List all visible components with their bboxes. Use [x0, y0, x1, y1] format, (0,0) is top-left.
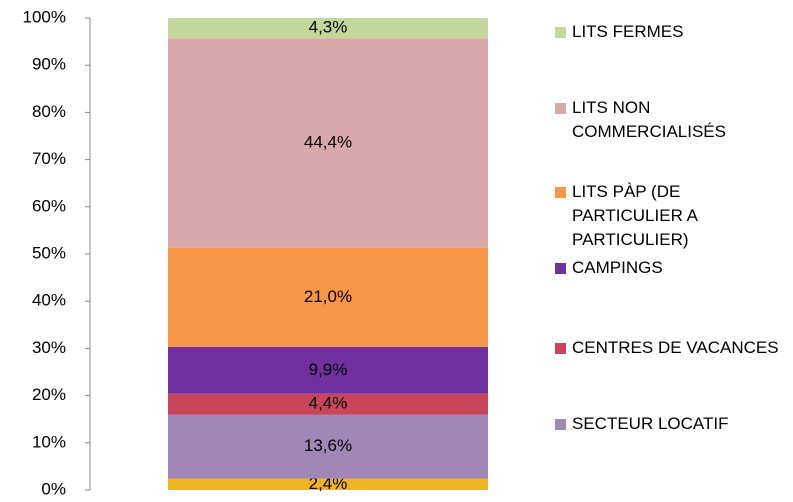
y-tick-label: 80% [32, 102, 66, 121]
bar-segment [168, 38, 488, 248]
legend-swatch [555, 27, 566, 38]
y-tick-label: 20% [32, 385, 66, 404]
legend-label: LITS FERMES [572, 22, 684, 41]
y-tick-label: 0% [41, 479, 66, 498]
bar-segment [168, 18, 488, 39]
bar-segment [168, 478, 488, 490]
y-tick-label: 100% [23, 7, 66, 26]
value-label: 4,4% [309, 394, 348, 413]
y-tick-label: 50% [32, 243, 66, 262]
value-label: 13,6% [304, 436, 352, 455]
legend-swatch [555, 103, 566, 114]
y-tick-label: 40% [32, 291, 66, 310]
legend-swatch [555, 187, 566, 198]
legend-swatch [555, 343, 566, 354]
legend-label: LITS NON COMMERCIALISÉS [572, 98, 726, 141]
y-tick-label: 70% [32, 149, 66, 168]
bar-segment [168, 247, 488, 347]
value-label: 44,4% [304, 133, 352, 152]
value-label: 21,0% [304, 287, 352, 306]
value-label: 4,3% [309, 18, 348, 37]
bar-segment [168, 346, 488, 394]
y-tick-label: 30% [32, 338, 66, 357]
bar-segment [168, 393, 488, 415]
value-label: 9,9% [309, 360, 348, 379]
y-tick-label: 60% [32, 196, 66, 215]
legend-label: CAMPINGS [572, 258, 663, 277]
y-tick-label: 10% [32, 432, 66, 451]
bar-segment [168, 414, 488, 479]
legend-swatch [555, 419, 566, 430]
legend-label: SECTEUR LOCATIF [572, 414, 729, 433]
y-tick-label: 90% [32, 55, 66, 74]
legend-label: LITS PÀP (DE PARTICULIER A PARTICULIER) [572, 182, 698, 249]
legend-label: CENTRES DE VACANCES [572, 338, 779, 357]
legend-swatch [555, 263, 566, 274]
